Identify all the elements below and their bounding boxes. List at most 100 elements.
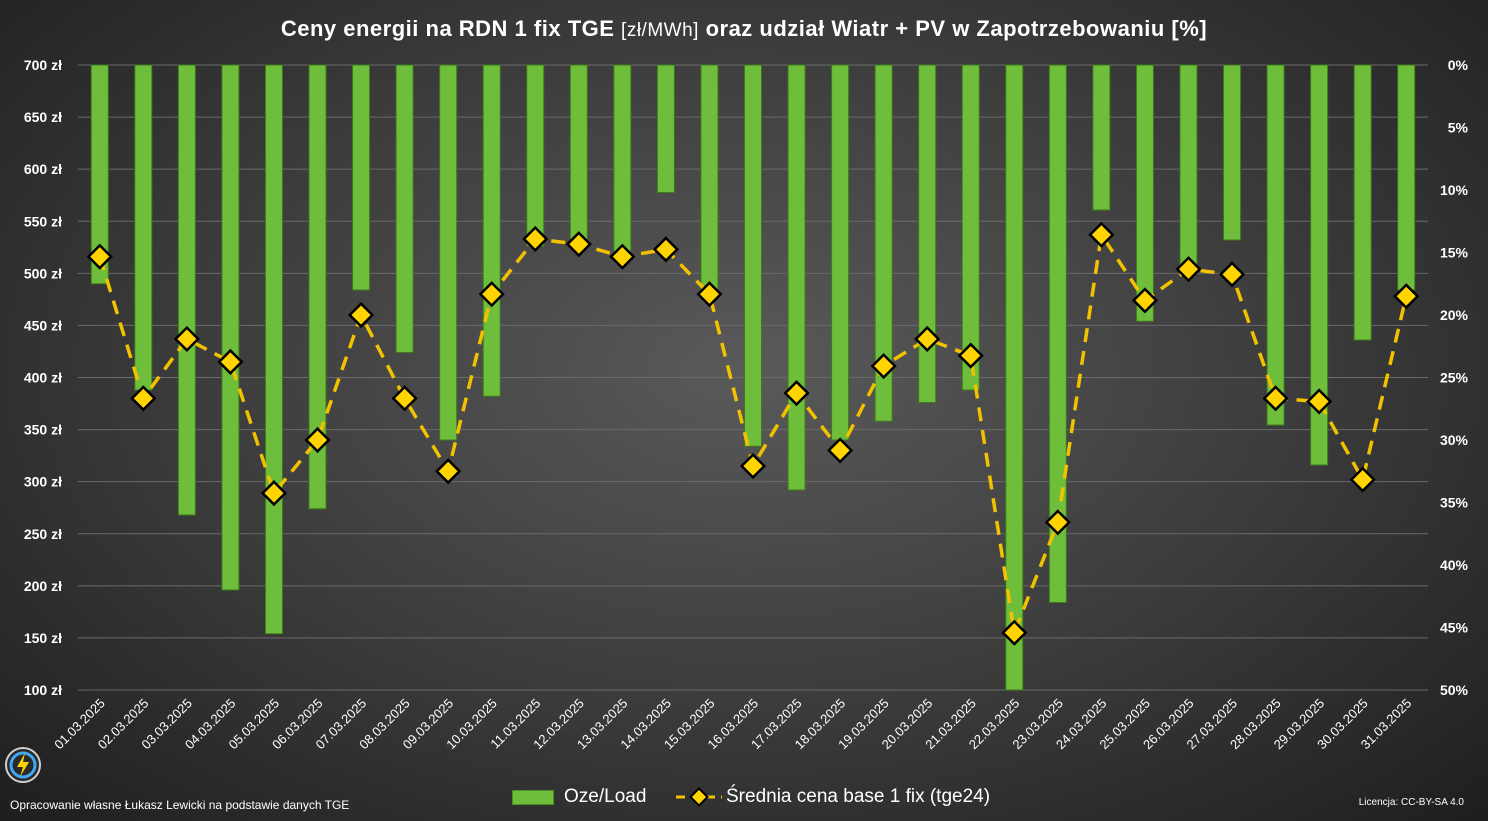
left-tick-label: 450 zł bbox=[24, 317, 62, 333]
bar-oze-load bbox=[831, 64, 850, 441]
price-marker bbox=[478, 281, 505, 308]
bar-oze-load bbox=[221, 64, 240, 591]
right-tick-label: 20% bbox=[1440, 307, 1469, 323]
price-marker bbox=[696, 281, 723, 308]
price-marker bbox=[827, 437, 854, 464]
bar-oze-load bbox=[177, 64, 196, 516]
bar-oze-load bbox=[1223, 64, 1242, 241]
price-marker bbox=[304, 426, 331, 454]
price-marker bbox=[130, 385, 157, 412]
right-tick-label: 40% bbox=[1440, 557, 1469, 573]
legend-label-price: Średnia cena base 1 fix (tge24) bbox=[726, 786, 991, 807]
price-marker bbox=[1175, 256, 1202, 283]
bar-oze-load bbox=[352, 64, 371, 291]
left-tick-label: 300 zł bbox=[24, 474, 62, 490]
price-marker bbox=[652, 236, 679, 263]
price-marker bbox=[1393, 283, 1420, 310]
bar-oze-load bbox=[1092, 64, 1111, 211]
right-tick-label: 5% bbox=[1448, 120, 1469, 136]
price-marker bbox=[86, 243, 113, 270]
bar-oze-load bbox=[134, 64, 153, 391]
bar-oze-load bbox=[264, 64, 283, 635]
bar-oze-load bbox=[1048, 64, 1067, 603]
right-tick-label: 0% bbox=[1448, 57, 1469, 73]
energy-bolt-logo-icon bbox=[5, 747, 41, 783]
price-marker bbox=[1001, 619, 1028, 646]
price-marker bbox=[1088, 221, 1115, 248]
legend-item-oze-load: Oze/Load bbox=[512, 784, 646, 810]
bar-oze-load bbox=[918, 64, 937, 403]
bar-oze-load bbox=[700, 64, 719, 297]
right-tick-label: 45% bbox=[1440, 620, 1469, 636]
bar-oze-load bbox=[744, 64, 762, 447]
legend: Oze/Load Średnia cena base 1 fix (tge24) bbox=[0, 784, 1488, 810]
bar-oze-load bbox=[1353, 64, 1372, 341]
left-tick-label: 550 zł bbox=[24, 213, 62, 229]
bar-oze-load bbox=[656, 64, 675, 193]
price-marker bbox=[957, 342, 984, 369]
bar-oze-load bbox=[613, 64, 632, 260]
right-tick-label: 10% bbox=[1440, 182, 1469, 198]
price-marker bbox=[1131, 287, 1159, 314]
price-marker bbox=[173, 325, 200, 353]
left-tick-label: 150 zł bbox=[24, 630, 62, 646]
legend-bar-swatch bbox=[512, 789, 554, 805]
left-axis: 100 zł 150 zł 200 zł 250 zł 300 zł 350 zł 400 … bbox=[24, 57, 62, 698]
price-marker bbox=[1044, 509, 1071, 536]
bar-oze-load bbox=[395, 64, 414, 353]
bar-oze-load bbox=[787, 64, 806, 491]
title-rest: oraz udział Wiatr + PV w Zapotrzebowaniu… bbox=[705, 16, 1208, 41]
price-marker bbox=[217, 348, 244, 375]
legend-item-price: Średnia cena base 1 fix (tge24) bbox=[676, 784, 990, 810]
price-marker bbox=[391, 385, 418, 412]
bar-oze-load bbox=[1310, 64, 1329, 466]
markers-group bbox=[86, 221, 1420, 646]
bar-oze-load bbox=[482, 64, 501, 397]
left-tick-label: 100 zł bbox=[24, 682, 62, 698]
title-main: Ceny energii na RDN 1 fix TGE bbox=[280, 16, 615, 41]
chart-title: Ceny energii na RDN 1 fix TGE [zł/MWh] o… bbox=[0, 16, 1488, 42]
bar-oze-load bbox=[439, 64, 458, 441]
price-marker bbox=[435, 458, 462, 485]
price-marker bbox=[347, 301, 375, 329]
bar-oze-load bbox=[526, 64, 545, 247]
bars-group bbox=[90, 64, 1416, 691]
footer-source: Opracowanie własne Łukasz Lewicki na pod… bbox=[10, 798, 350, 812]
x-axis-labels: 01.03.202502.03.202503.03.202504.03.2025… bbox=[51, 696, 1414, 753]
left-tick-label: 250 zł bbox=[24, 526, 62, 542]
price-marker bbox=[739, 452, 767, 480]
price-marker bbox=[914, 325, 941, 353]
right-tick-label: 35% bbox=[1440, 495, 1469, 511]
price-marker bbox=[609, 243, 636, 270]
left-tick-label: 700 zł bbox=[24, 57, 62, 73]
bar-oze-load bbox=[569, 64, 588, 241]
price-marker bbox=[783, 380, 810, 407]
bar-oze-load bbox=[1005, 64, 1024, 691]
legend-line-swatch bbox=[676, 787, 722, 807]
price-marker bbox=[1218, 261, 1246, 288]
left-tick-label: 650 zł bbox=[24, 109, 62, 125]
price-marker bbox=[1262, 385, 1289, 412]
price-marker bbox=[1306, 388, 1333, 415]
legend-label-oze-load: Oze/Load bbox=[564, 786, 647, 807]
bar-oze-load bbox=[874, 64, 893, 422]
bar-oze-load bbox=[1135, 64, 1154, 322]
bar-oze-load bbox=[308, 64, 327, 510]
title-unit: [zł/MWh] bbox=[621, 20, 699, 41]
price-marker bbox=[870, 352, 897, 380]
price-marker bbox=[260, 480, 288, 507]
price-marker bbox=[522, 225, 549, 253]
footer-license: Licencja: CC-BY-SA 4.0 bbox=[1358, 797, 1464, 808]
bar-oze-load bbox=[90, 64, 109, 285]
right-axis: 0% 5% 10% 15% 20% 25% 30% 35% 40% 45% 50% bbox=[1440, 57, 1469, 698]
right-tick-label: 15% bbox=[1440, 245, 1469, 261]
price-marker bbox=[565, 231, 592, 258]
left-tick-label: 600 zł bbox=[24, 161, 62, 177]
bar-oze-load bbox=[961, 64, 980, 391]
right-tick-label: 50% bbox=[1440, 682, 1469, 698]
left-tick-label: 350 zł bbox=[24, 422, 62, 438]
left-tick-label: 400 zł bbox=[24, 370, 62, 386]
left-tick-label: 500 zł bbox=[24, 265, 62, 281]
left-tick-label: 200 zł bbox=[24, 578, 62, 594]
right-tick-label: 25% bbox=[1440, 370, 1469, 386]
